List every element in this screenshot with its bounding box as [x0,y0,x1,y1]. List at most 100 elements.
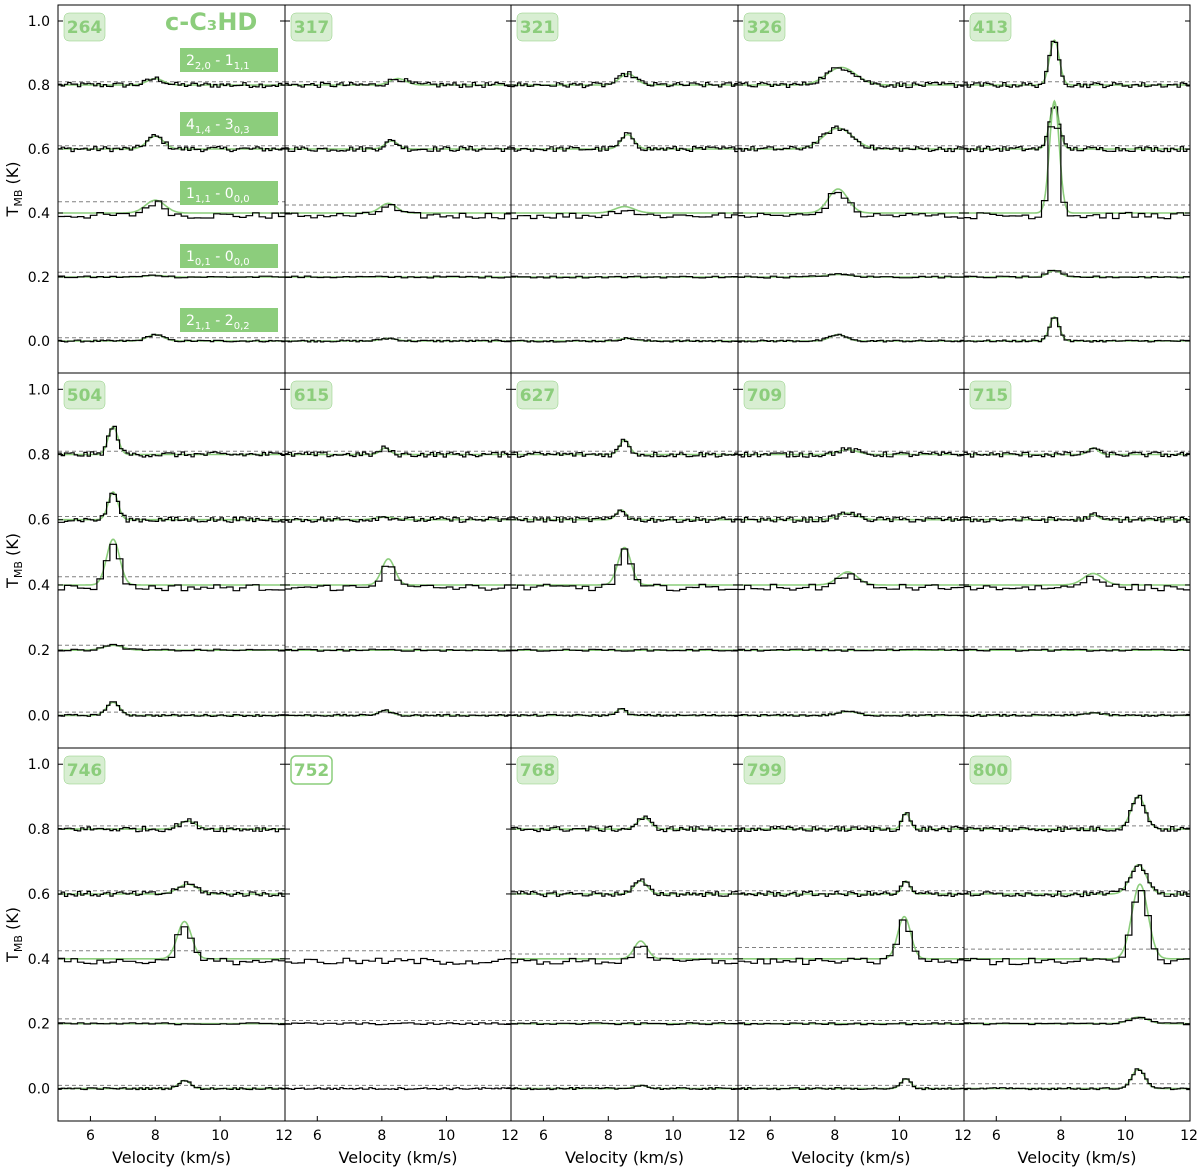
observed-spectrum [738,573,964,591]
y-axis-label-main: T [3,206,22,217]
panel-frame [57,747,286,1122]
y-axis-label-sub: MB [12,935,25,952]
observed-spectrum [511,1022,738,1026]
observed-spectrum [58,76,285,89]
model-curve [58,199,285,214]
observed-spectrum [285,709,511,717]
observed-spectrum [511,548,738,592]
y-tick-label: 0.2 [28,270,50,286]
model-curve [58,701,285,717]
y-tick-label: 0.0 [28,708,50,724]
panel-id-badge [516,755,559,785]
panel-id-badge [290,12,333,42]
panel-id-label: 709 [747,386,783,406]
observed-spectrum [58,926,285,966]
observed-spectrum [58,333,285,343]
y-tick-label: 0.8 [28,78,50,94]
observed-spectrum [738,919,964,965]
panel-frame [737,747,965,1122]
y-tick-label: 0.4 [28,952,50,968]
observed-spectrum [285,445,511,458]
panel-id-label: 326 [747,18,783,38]
panel-800: 800 [963,747,1191,1122]
panel-615: 615 [284,372,512,749]
panel-id-label: 746 [67,761,103,781]
transition-lower: 2 [225,313,234,329]
panel-frame [737,372,965,749]
x-tick-label: 10 [211,1128,229,1144]
observed-spectrum [511,815,738,833]
observed-spectrum [964,575,1190,592]
y-tick-label: 0.2 [28,1017,50,1033]
observed-spectrum [738,273,964,279]
y-axis-label-unit: (K) [3,533,22,561]
panel-frame [284,4,512,374]
observed-spectrum [964,890,1190,966]
x-tick-label: 10 [438,1128,456,1144]
panel-id-badge [743,755,786,785]
panel-frame [510,747,739,1122]
x-tick-label: 6 [313,1128,322,1144]
transition-label-box [180,244,278,268]
panel-id-badge [516,12,559,42]
model-curve [738,915,964,960]
panel-id-badge [63,12,106,42]
model-curve [285,558,511,586]
x-tick-label: 8 [1056,1128,1065,1144]
model-curve [58,135,285,150]
y-tick-label: 0.6 [28,513,50,529]
panel-326: 326 [737,4,965,374]
y-tick-label: 0.6 [28,142,50,158]
x-tick-label: 10 [891,1128,909,1144]
x-tick-label: 8 [151,1128,160,1144]
panel-frame [57,372,286,749]
transition-label: 41,4 - 30,3 [186,117,250,136]
observed-spectrum [511,648,738,652]
y-tick-label: 0.8 [28,448,50,464]
x-tick-label: 6 [766,1128,775,1144]
observed-spectrum [285,957,511,965]
observed-spectrum [511,708,738,717]
x-axis-label: Velocity (km/s) [112,1148,231,1167]
observed-spectrum [285,516,511,523]
observed-spectrum [285,78,511,88]
panel-id-label: 627 [520,386,556,406]
x-axis-label: Velocity (km/s) [565,1148,684,1167]
model-curve [58,425,285,456]
model-curve [964,99,1190,214]
observed-spectrum [738,67,964,89]
panel-752: 752 [284,747,512,1122]
x-tick-label: 6 [86,1128,95,1144]
model-curve [738,1077,964,1090]
y-axis-label: TMB (K) [3,162,25,218]
observed-spectrum [58,425,285,458]
x-tick-label: 12 [1180,1128,1198,1144]
observed-spectrum [285,648,511,652]
model-curve [738,880,964,895]
model-curve [964,39,1190,86]
observed-spectrum [964,269,1190,279]
observed-spectrum [285,337,511,343]
panel-627: 627 [510,372,739,749]
model-curve [964,103,1190,150]
panel-frame [284,372,512,749]
x-tick-label: 12 [954,1128,972,1144]
transition-sep: - [211,313,225,329]
y-axis-label-unit: (K) [3,162,22,190]
observed-spectrum [738,511,964,523]
observed-spectrum [964,447,1190,458]
observed-spectrum [964,512,1190,523]
transition-label: 21,1 - 20,2 [186,313,250,332]
model-curve [964,572,1190,586]
transition-upper-sub: 1,4 [195,125,211,136]
y-tick-label: 0.8 [28,822,50,838]
observed-spectrum [738,333,964,343]
panel-715: 715 [963,372,1191,749]
transition-upper: 1 [186,249,195,265]
model-curve [285,77,511,86]
observed-spectrum [964,794,1190,833]
x-tick-label: 6 [992,1128,1001,1144]
observed-spectrum [511,337,738,343]
observed-spectrum [511,878,738,898]
transition-label: 22,0 - 11,1 [186,53,250,72]
